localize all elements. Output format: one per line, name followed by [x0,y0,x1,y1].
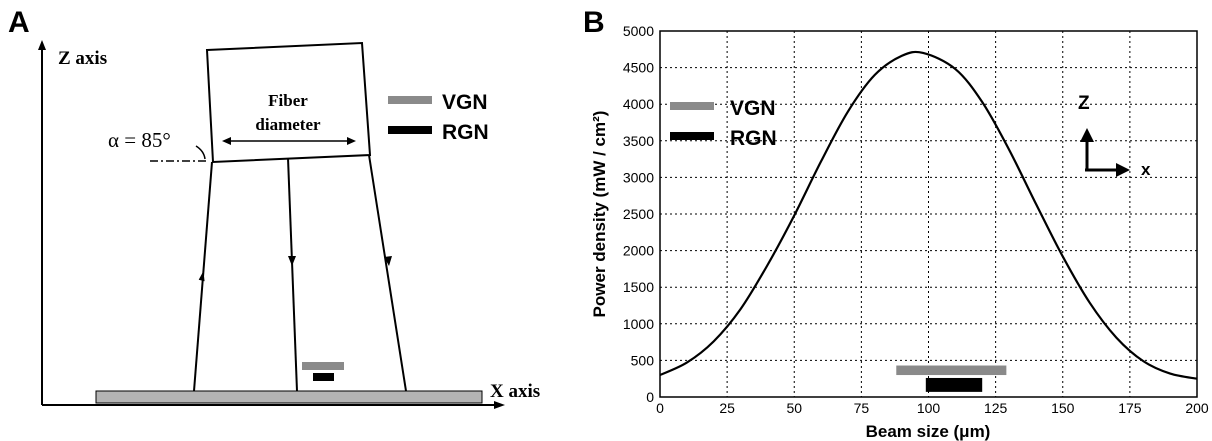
vgn-marker [302,362,344,370]
y-tick-label: 4500 [623,60,654,76]
panel-a-diagram: Z axis X axis Fiber diameter α = 85° VGN… [38,40,540,409]
z-axis-arrowhead [38,40,46,50]
y-tick-label: 3500 [623,133,654,149]
series-line [659,50,1198,380]
chart-legend-vgn-swatch [670,102,714,110]
y-tick-label: 1000 [623,316,654,332]
y-tick-label: 0 [646,389,654,405]
z-direction-label: Z [1078,93,1090,114]
beam-arrow-right [384,256,392,266]
plot-frame [659,30,1198,398]
legend-rgn-swatch [388,126,432,134]
fiber-label-line2: diameter [255,115,321,134]
angle-arc [195,145,206,160]
x-axis-label: X axis [490,381,540,402]
fiber-label-line1: Fiber [268,91,308,110]
axes-orientation-icon: Z x [1078,93,1151,179]
beam-arrow-center [288,256,296,266]
y-axis-title: Power density (mW / cm²) [590,111,609,318]
y-tick-labels: 0 500 1000 1500 2000 2500 3000 3500 4000 4500 5000 [623,23,654,405]
chart-legend-rgn-swatch [670,132,714,140]
legend-vgn-label: VGN [442,91,488,114]
beam-line-right [368,154,407,392]
beam-arrow-left [198,271,205,282]
x-direction-arrowhead [1116,163,1130,177]
chart-legend-rgn-label: RGN [730,127,777,150]
x-tick-label: 100 [917,400,941,416]
y-tick-label: 5000 [623,23,654,39]
x-tick-label: 0 [656,400,664,416]
fiber-diameter-arrowhead-right [347,137,356,145]
x-tick-label: 125 [984,400,1008,416]
substrate-slab [95,390,483,404]
x-tick-label: 50 [786,400,802,416]
x-tick-label: 150 [1051,400,1075,416]
panel-b-letter: B [583,6,605,39]
z-direction-arrowhead [1080,128,1094,142]
x-tick-label: 75 [854,400,870,416]
vgn-extent-bar [896,365,1007,376]
x-tick-labels: 0 25 50 75 100 125 150 175 200 [656,400,1209,416]
z-axis-label: Z axis [58,48,107,69]
y-tick-label: 4000 [623,96,654,112]
y-tick-label: 1500 [623,279,654,295]
x-axis-arrowhead [494,401,505,409]
y-tick-label: 2500 [623,206,654,222]
x-axis-title: Beam size (μm) [866,422,991,441]
particle-bars [896,365,1007,392]
fiber-diameter-arrowhead-left [222,137,231,145]
x-tick-label: 200 [1185,400,1209,416]
x-tick-label: 175 [1118,400,1142,416]
chart-legend-vgn-label: VGN [730,97,776,120]
x-tick-label: 25 [719,400,735,416]
angle-label: α = 85° [108,128,171,152]
legend-vgn-swatch [388,96,432,104]
y-tick-label: 2000 [623,243,654,259]
beam-line-center [287,157,298,392]
chart-grid [660,31,1197,397]
rgn-extent-bar [925,377,983,392]
legend-rgn-label: RGN [442,121,489,144]
panel-a-letter: A [8,6,30,39]
y-tick-label: 3000 [623,169,654,185]
rgn-marker [313,373,334,381]
y-tick-label: 500 [631,352,655,368]
x-direction-label: x [1141,160,1151,179]
